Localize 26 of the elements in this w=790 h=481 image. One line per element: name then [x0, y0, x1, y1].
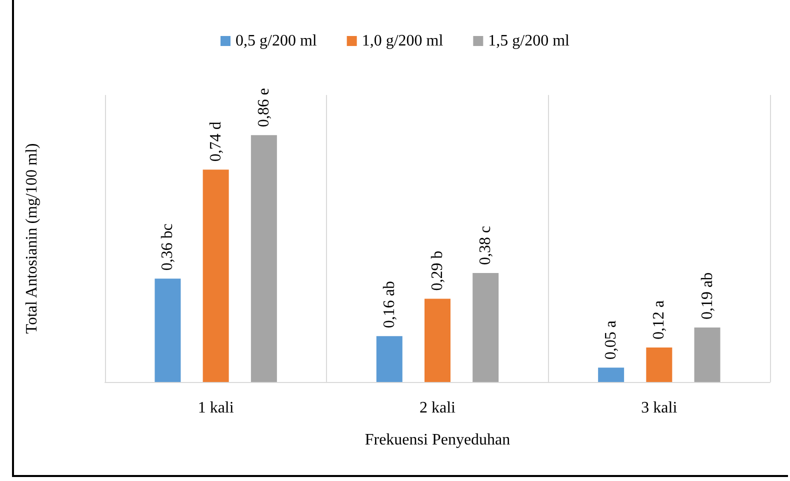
bar: [250, 135, 277, 382]
bar: [472, 272, 499, 382]
data-label: 0,29 b: [429, 250, 446, 291]
x-axis-title: Frekuensi Penyeduhan: [364, 432, 510, 448]
y-axis-title: Total Antosianin (mg/100 ml): [24, 143, 40, 334]
bar: [202, 170, 229, 382]
legend-label: 1,5 g/200 ml: [488, 32, 570, 50]
legend-label: 0,5 g/200 ml: [235, 32, 318, 50]
bar: [646, 348, 672, 382]
data-label: 0,38 c: [477, 226, 494, 265]
data-label: 0,16 ab: [380, 280, 398, 328]
data-label: 0,19 ab: [698, 272, 716, 320]
bar: [376, 336, 402, 382]
bar: [598, 368, 624, 382]
data-label: 0,74 d: [207, 122, 224, 162]
bar: [154, 278, 181, 382]
bar: [694, 327, 720, 382]
x-tick-label: 3 kali: [641, 400, 678, 416]
data-label: 0,36 bc: [159, 224, 176, 271]
bar: [424, 298, 450, 382]
x-tick-label: 2 kali: [420, 400, 456, 416]
data-label: 0,86 e: [255, 88, 272, 128]
legend-label: 1,0 g/200 ml: [362, 32, 444, 50]
data-label: 0,05 a: [602, 320, 620, 360]
x-tick-label: 1 kali: [198, 400, 234, 416]
data-label: 0,12 a: [650, 300, 668, 340]
